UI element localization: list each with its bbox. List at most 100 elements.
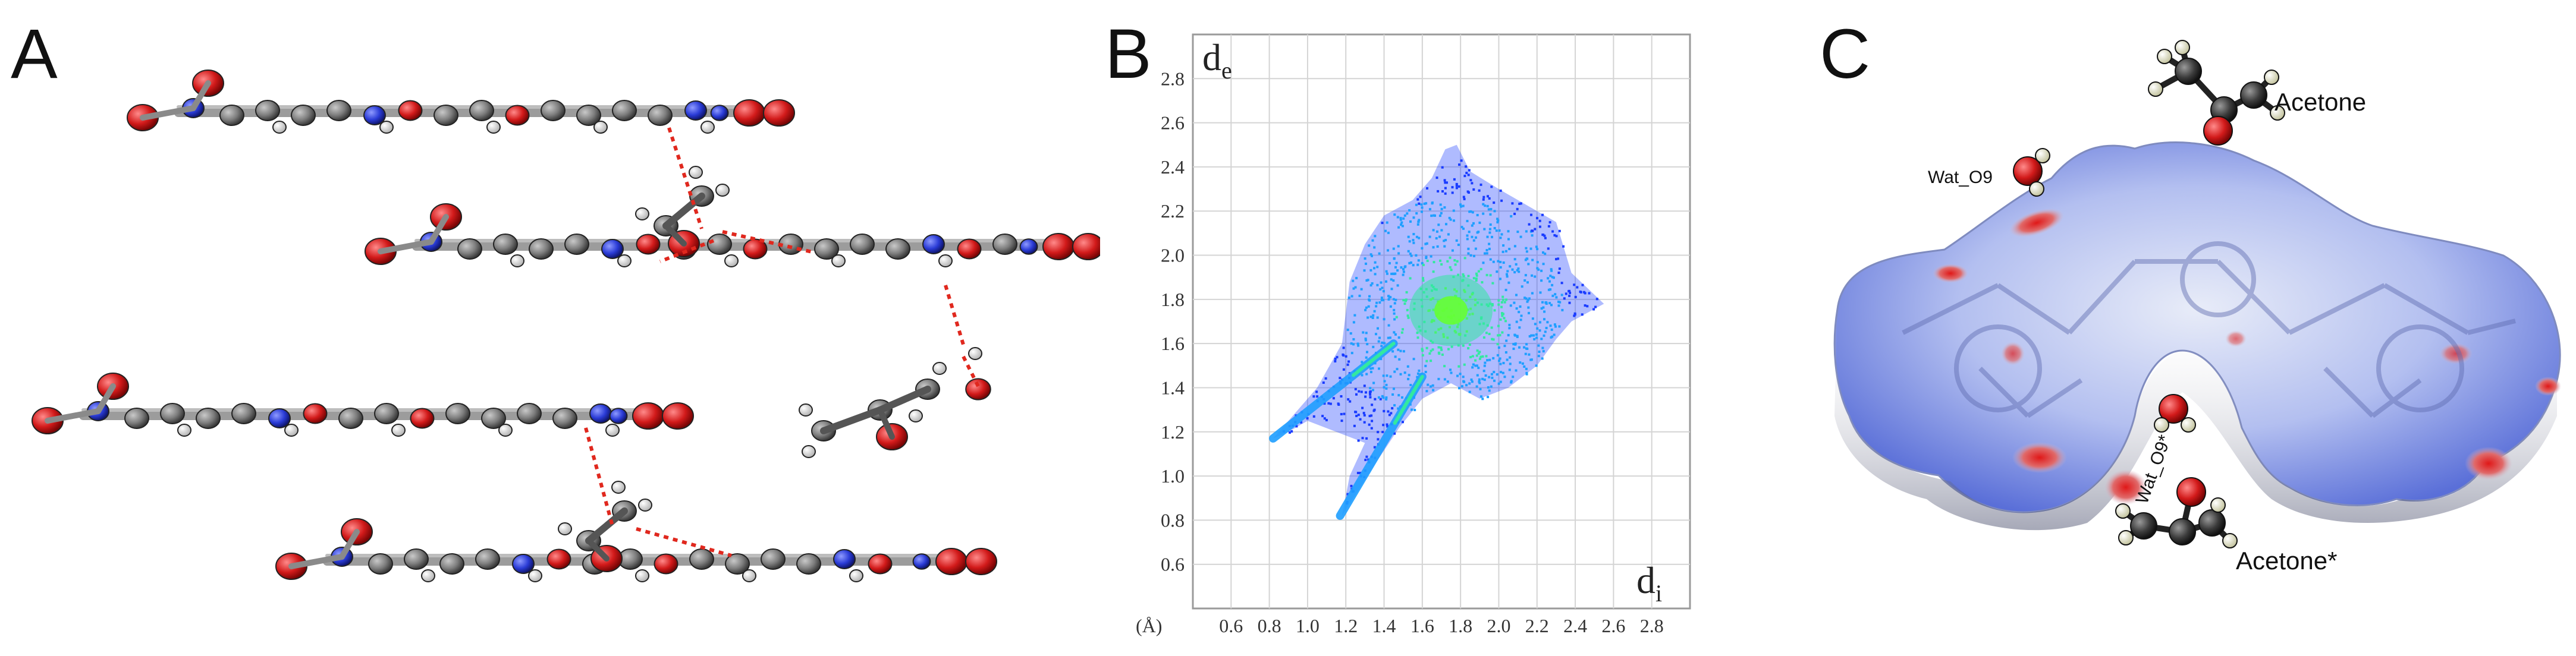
cloud-point (1562, 245, 1565, 248)
cloud-point (1382, 424, 1385, 427)
cloud-point (1462, 273, 1465, 276)
cloud-point (1393, 257, 1396, 260)
carbon-atom (2175, 58, 2202, 85)
x-tick-label: 1.8 (1449, 615, 1472, 636)
cloud-point (1446, 181, 1448, 184)
cloud-point (1534, 228, 1537, 231)
cloud-point (1515, 294, 1518, 297)
cloud-point (1530, 334, 1533, 337)
cloud-point (1378, 252, 1381, 255)
cloud-point (1462, 204, 1465, 207)
x-axis-label: di (1636, 559, 1662, 607)
cloud-point (1428, 352, 1431, 355)
cloud-point (1537, 344, 1540, 347)
cloud-point (1545, 301, 1548, 304)
cloud-point (1360, 390, 1363, 393)
cloud-point (1586, 305, 1589, 308)
cloud-point (1402, 268, 1405, 271)
cloud-point (1436, 245, 1439, 248)
hirshfeld-surface: Acetone Wat_O9 Wat_O9* Acetone* (1833, 40, 2561, 575)
cloud-point (1539, 291, 1542, 294)
cloud-point (1512, 343, 1515, 346)
cloud-point (1469, 254, 1472, 257)
cloud-point (1409, 220, 1412, 223)
cloud-point (1472, 188, 1475, 191)
cloud-point (1350, 342, 1353, 345)
cloud-point (1579, 291, 1582, 294)
cloud-point (1518, 270, 1521, 273)
cloud-point (1418, 236, 1421, 239)
cloud-point (1359, 418, 1362, 421)
carbon-atom (160, 403, 185, 424)
cloud-point (1543, 234, 1546, 237)
hydrogen-atom (938, 254, 953, 267)
cloud-point (1385, 398, 1388, 400)
cloud-point (1443, 206, 1446, 209)
cloud-point (1486, 359, 1489, 362)
cloud-point (1437, 223, 1440, 226)
cloud-point (1393, 213, 1396, 216)
cloud-point (1405, 291, 1408, 294)
hydrogen-atom (605, 424, 620, 437)
cloud-point (1509, 356, 1512, 359)
unit-label: (Å) (1136, 615, 1162, 636)
cloud-point (1496, 270, 1499, 273)
cloud-point (1542, 350, 1545, 353)
cloud-point (1368, 244, 1371, 247)
y-tick-label: 1.6 (1161, 333, 1185, 354)
cloud-point (1430, 349, 1432, 352)
bond (586, 538, 610, 562)
x-tick-label: 1.4 (1372, 615, 1396, 636)
cloud-point (1366, 351, 1368, 354)
cloud-point (1363, 269, 1366, 272)
cloud-point (1379, 288, 1382, 291)
hydrogen-atom (486, 121, 501, 134)
cloud-point (1489, 213, 1492, 216)
cloud-point (1416, 372, 1419, 375)
cloud-point (1475, 279, 1478, 282)
hydrogen-bond (584, 427, 614, 526)
cloud-point (1460, 205, 1462, 208)
cloud-point (1381, 431, 1384, 433)
hydrogen-atom (724, 254, 739, 267)
y-tick-label: 1.8 (1161, 289, 1185, 310)
cloud-point (1506, 270, 1509, 273)
cloud-point (1430, 255, 1432, 258)
cloud-point (1375, 301, 1378, 304)
cloud-point (1448, 216, 1451, 219)
cloud-point (1531, 258, 1534, 261)
cloud-point (1505, 298, 1507, 301)
cloud-point (1410, 254, 1413, 257)
cloud-point (1477, 352, 1480, 355)
cloud-point (1455, 184, 1458, 187)
cloud-point (1488, 197, 1491, 200)
cloud-point (1551, 230, 1554, 233)
cloud-point (1588, 292, 1591, 295)
cloud-point (1438, 235, 1441, 238)
cloud-point (1392, 272, 1395, 275)
cloud-point (1447, 348, 1450, 351)
cloud-point (1455, 239, 1458, 242)
cloud-point (1498, 229, 1501, 232)
hydrogen-atom (831, 254, 846, 267)
bond (45, 408, 101, 424)
cloud-point (1516, 335, 1519, 338)
cloud-point (1369, 316, 1372, 318)
cloud-point (1470, 379, 1473, 381)
cloud-point (1511, 268, 1514, 271)
cloud-point (1364, 257, 1366, 260)
cloud-point (1465, 165, 1468, 168)
cloud-point (1357, 344, 1360, 347)
cloud-point (1508, 327, 1511, 330)
cloud-point (1446, 380, 1449, 383)
cloud-point (1416, 223, 1419, 226)
cloud-point (1434, 214, 1436, 217)
cloud-point (1515, 369, 1518, 372)
cloud-point (1376, 266, 1379, 269)
oxygen-atom (398, 100, 423, 121)
cloud-point (1475, 354, 1478, 357)
cloud-point (1485, 355, 1488, 358)
contact-spot (2225, 330, 2247, 347)
cloud-point (1467, 275, 1470, 277)
inner-bond (2383, 283, 2469, 335)
